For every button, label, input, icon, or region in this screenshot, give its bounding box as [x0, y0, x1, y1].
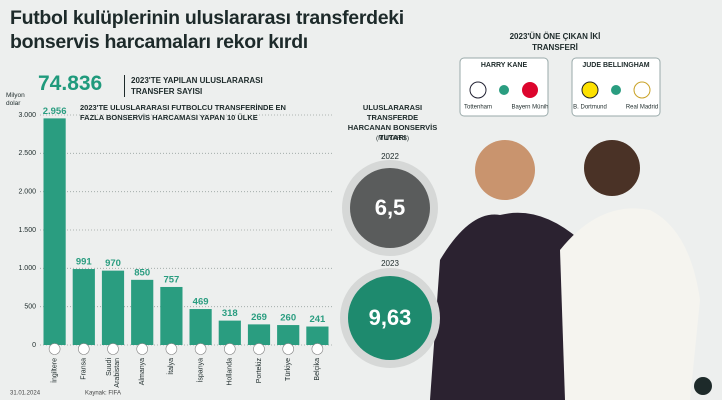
year: 2023 — [381, 259, 399, 268]
flag — [107, 343, 119, 355]
player-silhouette — [430, 212, 600, 400]
value-label: 318 — [222, 308, 238, 319]
x-tick-label: İngiltere — [49, 358, 58, 383]
x-label-group: İtalya — [166, 358, 175, 375]
club-from: B. Dortmund — [573, 105, 607, 111]
arrow-icon — [499, 85, 509, 95]
transfers-title: 2023'ÜN ÖNE ÇIKAN İKİ TRANSFERİ — [509, 32, 601, 52]
flag — [165, 343, 178, 355]
flag — [48, 343, 61, 355]
flag — [194, 343, 207, 355]
club-to: Real Madrid — [626, 105, 658, 111]
player-name: JUDE BELLINGHAM — [582, 62, 650, 69]
flag — [253, 343, 265, 355]
y-tick-label: 3.000 — [18, 112, 36, 119]
bar — [43, 118, 66, 345]
flag — [311, 343, 324, 355]
year: 2022 — [381, 152, 399, 161]
x-tick-label: SuudiArabistan — [106, 358, 121, 388]
x-tick-label: İspanya — [195, 358, 204, 383]
flag — [78, 343, 90, 355]
x-tick-label: Fransa — [81, 358, 88, 380]
player-head — [584, 140, 640, 196]
player-silhouette — [560, 208, 700, 400]
player-head — [475, 140, 535, 200]
x-tick-label: İtalya — [166, 358, 175, 375]
arrow-icon — [611, 85, 621, 95]
x-label-group: İspanya — [195, 358, 204, 383]
x-label-group: Almanya — [139, 358, 146, 385]
bar — [306, 326, 329, 345]
x-label-group: Belçika — [314, 358, 321, 381]
x-label-group: SuudiArabistan — [106, 358, 121, 388]
bar — [72, 269, 95, 345]
stat-number: 74.836 — [38, 72, 103, 95]
value-label: 469 — [193, 297, 209, 308]
circle-2022 — [350, 168, 430, 248]
x-label-group: Hollanda — [227, 358, 234, 386]
bar — [277, 325, 300, 345]
y-tick-label: 2.000 — [18, 189, 36, 196]
y-tick-label: 1.500 — [18, 227, 36, 234]
value-label: 970 — [105, 258, 121, 269]
x-tick-label: Almanya — [139, 358, 146, 385]
value-label: 260 — [280, 313, 296, 324]
flag — [136, 343, 148, 355]
y-tick-label: 500 — [24, 304, 36, 311]
stat-label: 2023'TE YAPILAN ULUSLARARASI TRANSFER SA… — [124, 75, 281, 97]
y-tick-label: 2.500 — [18, 150, 36, 157]
circle-2023 — [348, 276, 432, 360]
club-from: Tottenham — [464, 105, 492, 111]
club-to: Bayern Münih — [511, 105, 548, 111]
value-label: 269 — [251, 312, 267, 323]
y-axis-label: Milyon dolar — [6, 92, 25, 107]
club-logo — [522, 82, 538, 98]
value-label: 2.956 — [43, 106, 67, 117]
logo — [694, 377, 712, 395]
chart-title: 2023'TE ULUSLARARASI FUTBOLCU TRANSFERİN… — [80, 103, 286, 122]
value-label: 850 — [134, 267, 150, 278]
value-label: 241 — [309, 314, 326, 325]
source: Kaynak: FIFA — [85, 391, 121, 397]
bar — [101, 270, 125, 345]
player-name: HARRY KANE — [480, 62, 528, 69]
club-logo — [633, 81, 651, 99]
x-label-group: Portekiz — [256, 358, 263, 384]
y-tick-label: 1.000 — [18, 265, 36, 272]
x-label-group: İngiltere — [49, 358, 58, 383]
amount: 9,63 — [369, 305, 412, 330]
value-label: 991 — [76, 257, 93, 268]
y-tick-label: 0 — [32, 342, 36, 349]
title: Futbol kulüplerinin uluslararası transfe… — [10, 7, 404, 53]
bar — [247, 324, 271, 345]
spending-unit: (MİLYAR $) — [376, 135, 409, 142]
x-tick-label: Hollanda — [227, 358, 234, 386]
flag — [282, 343, 295, 355]
date: 31.01.2024 — [10, 391, 41, 397]
x-label-group: Fransa — [81, 358, 88, 380]
bar — [131, 279, 154, 345]
flag — [224, 343, 236, 355]
spending-title: ULUSLARARASI TRANSFERDE HARCANAN BONSERV… — [347, 103, 438, 142]
x-label-group: Türkiye — [285, 358, 292, 381]
bar — [218, 320, 241, 345]
bar — [160, 286, 183, 345]
amount: 6,5 — [375, 195, 406, 220]
x-tick-label: Belçika — [314, 358, 321, 381]
club-logo — [469, 81, 487, 99]
x-tick-label: Türkiye — [285, 358, 292, 381]
bar — [189, 309, 212, 345]
club-logo — [581, 81, 599, 99]
x-tick-label: Portekiz — [256, 358, 263, 384]
value-label: 757 — [163, 274, 179, 285]
